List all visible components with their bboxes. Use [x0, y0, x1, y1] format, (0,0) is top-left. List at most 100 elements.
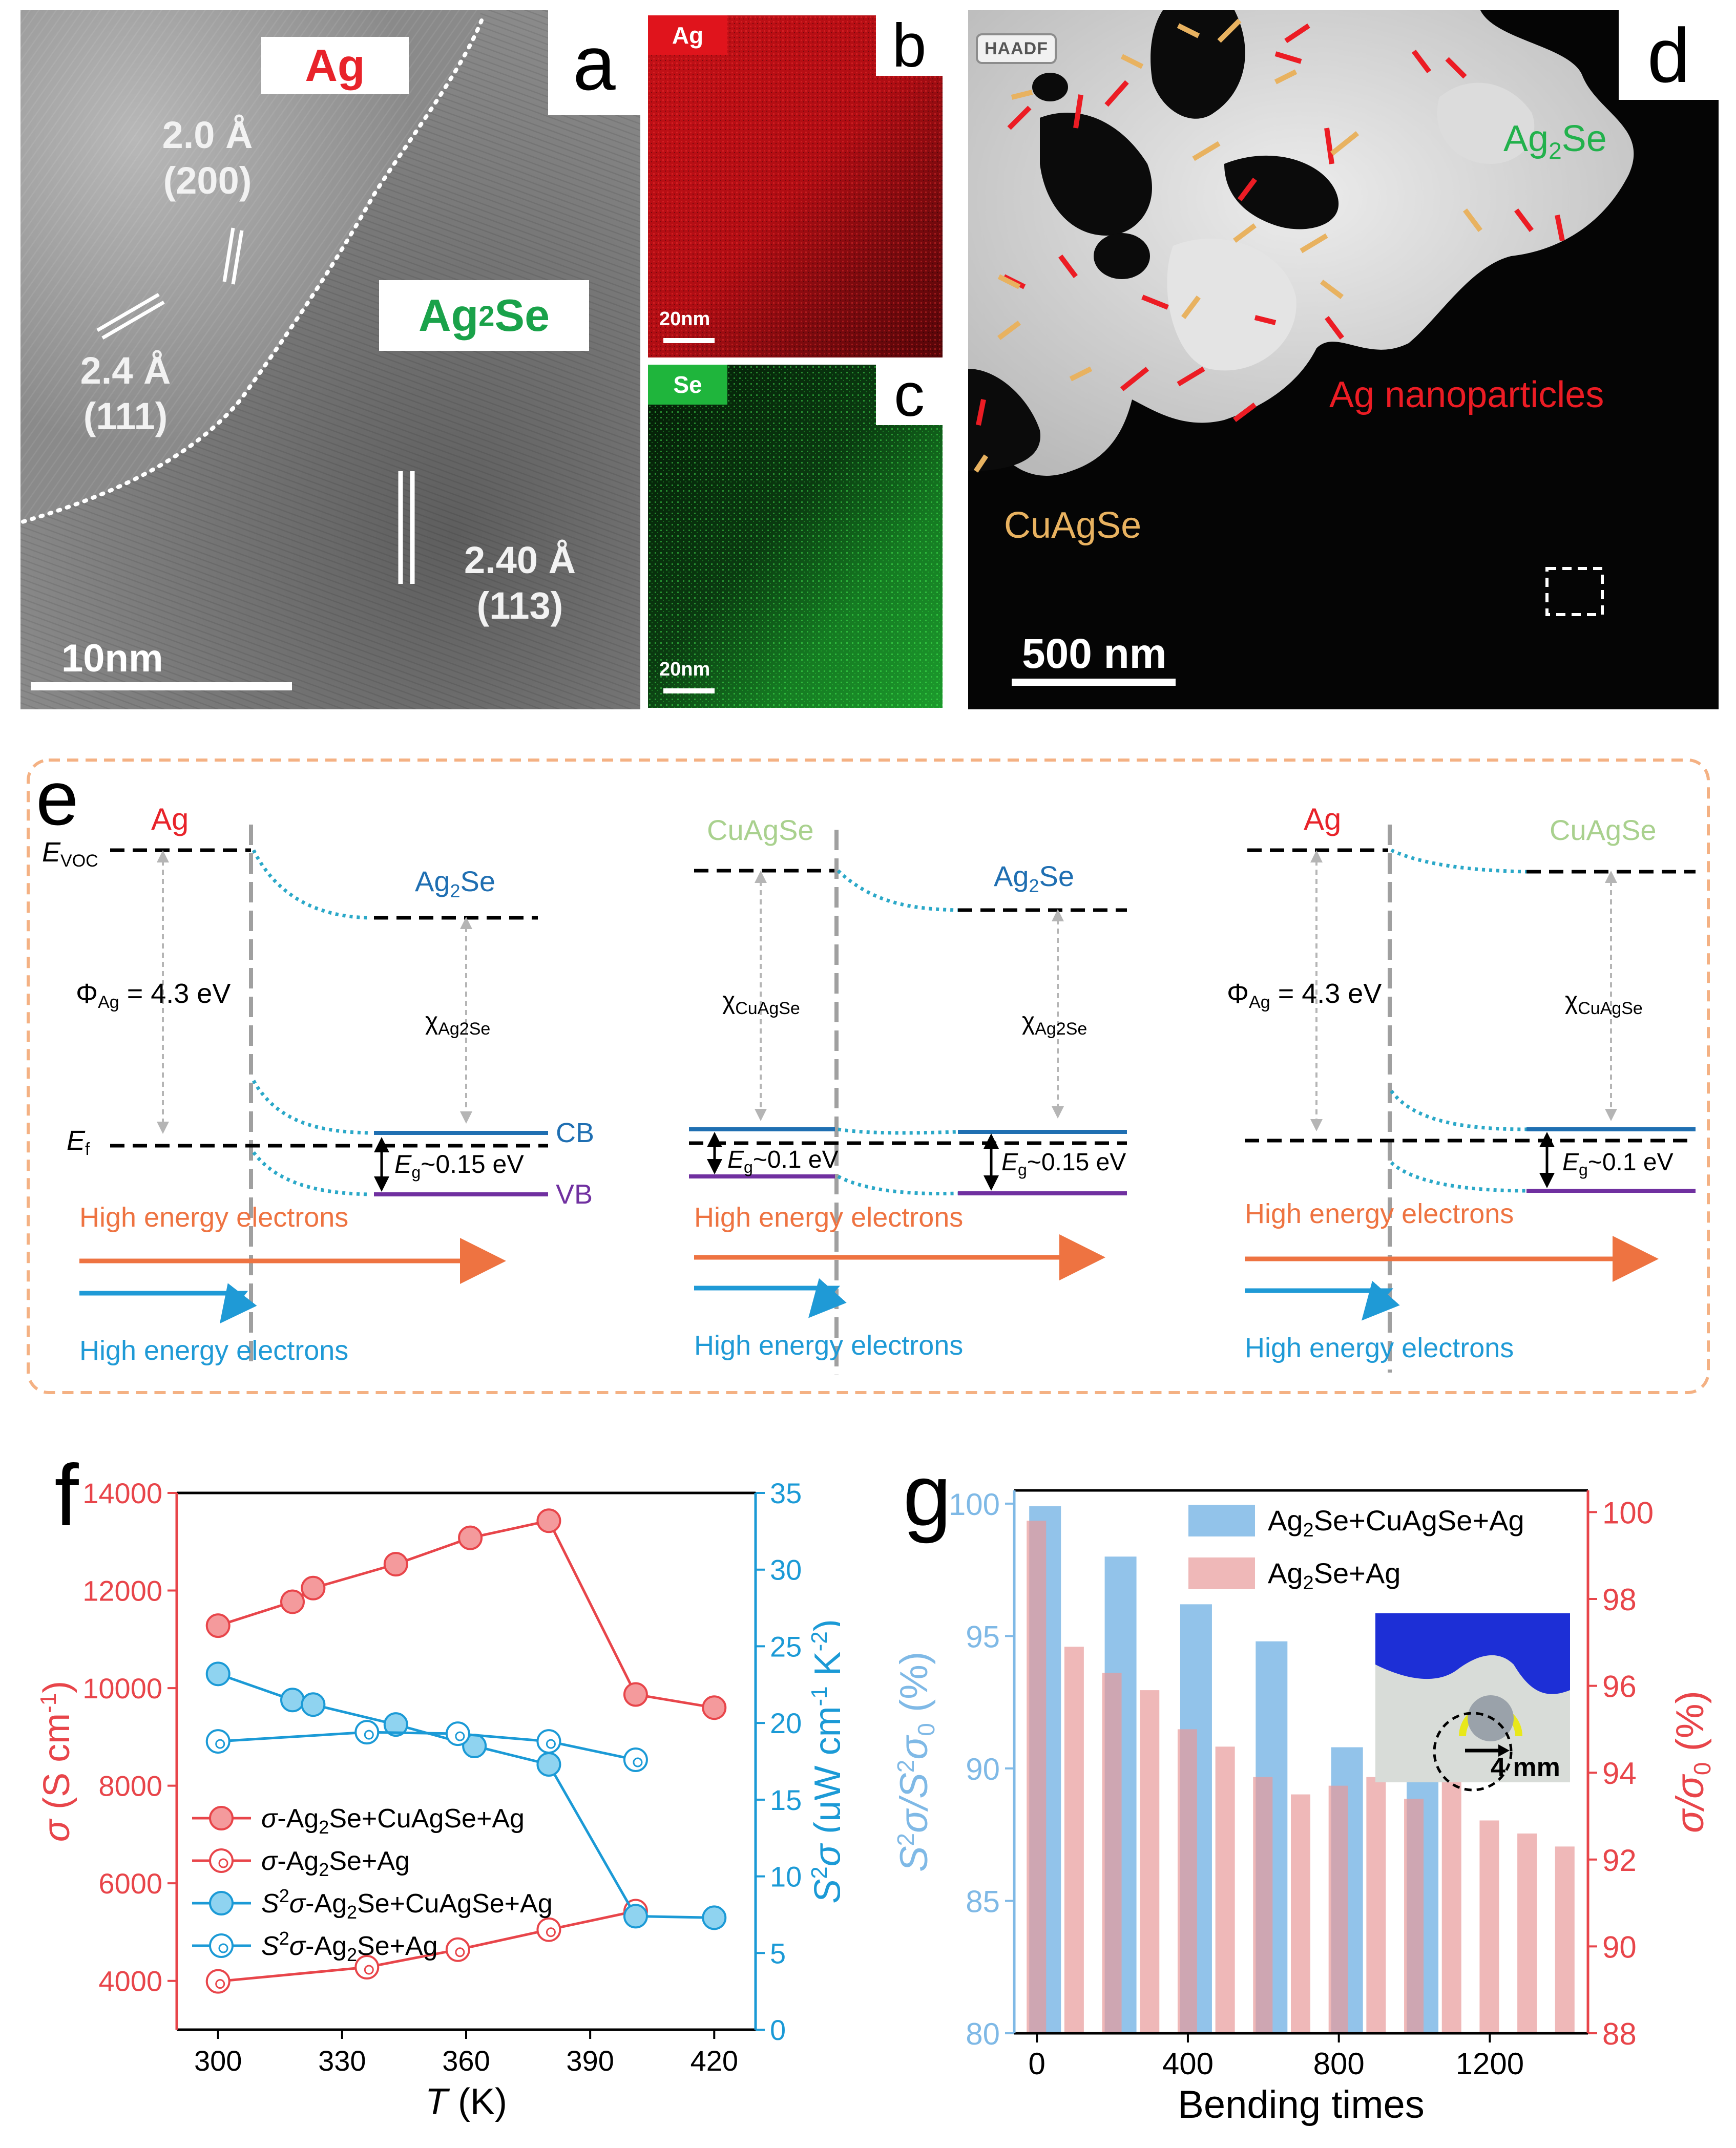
f-point-inner-3-1 — [364, 1730, 374, 1740]
panel-label-g: g — [903, 1447, 952, 1544]
g-x-axis-title: Bending times — [1178, 2083, 1425, 2126]
left-chi-label: χAg2Se — [425, 1008, 490, 1039]
g-yl-axis-title-part-3: 2 — [892, 1760, 919, 1773]
middle-chi1-main: χ — [722, 987, 735, 1015]
ag-region-tag: Ag — [261, 37, 409, 94]
g-bar-red-10 — [1404, 1799, 1424, 2033]
ag-tag-text: Ag — [305, 40, 365, 91]
f-yl-axis-title-part-1: (S cm — [36, 1713, 77, 1820]
f-point-0-2 — [301, 1575, 326, 1601]
right-eg-value: ~0.1 eV — [1588, 1149, 1674, 1176]
g-legend-label-1: Ag2Se+Ag — [1268, 1557, 1400, 1594]
f-point-2-5 — [536, 1752, 561, 1777]
chart-f-axes: 300 330 360 390 4204000600080001000012000140… — [36, 1477, 840, 2122]
left-ef-sub: f — [85, 1140, 90, 1159]
g-yr-axis-title-part-1: 0 — [1689, 1762, 1716, 1775]
conductivity-chart: 300 330 360 390 4204000600080001000012000140… — [36, 1477, 840, 2122]
f-point-inner-1-0 — [215, 1979, 225, 1989]
g-legend-swatch-0 — [1188, 1505, 1255, 1536]
f-legend-label-2-part-5: Se+CuAgSe+Ag — [357, 1889, 553, 1919]
ag-nanoparticles-label: Ag nanoparticles — [1329, 374, 1604, 415]
f-yr-axis-title-part-0: S — [807, 1879, 840, 1904]
f-legend-label-2-part-0: S — [261, 1889, 279, 1919]
middle-eg1-label: Eg~0.1 eV — [727, 1146, 839, 1176]
f-point-inner-1-2 — [455, 1947, 465, 1957]
left-semi-end: Se — [461, 865, 496, 897]
f-point-inner-3-3 — [546, 1739, 556, 1749]
se-map-tag: Se — [648, 365, 727, 405]
left-chi-main: χ — [425, 1008, 438, 1035]
right-hee-top: High energy electrons — [1245, 1198, 1514, 1229]
f-legend-marker-0 — [209, 1806, 234, 1830]
inset-radius-label: 4 mm — [1491, 1753, 1560, 1782]
f-x-tick-label: 360 — [442, 2045, 490, 2077]
scale-bar-label-a: 10nm — [61, 637, 163, 680]
f-series-line-3 — [218, 1731, 636, 1761]
g-bar-red-12 — [1479, 1820, 1499, 2033]
left-ef-label: Ef — [67, 1125, 90, 1159]
middle-hee-top: High energy electrons — [694, 1202, 963, 1233]
f-legend-label-3: S2σ-Ag2Se+Ag — [261, 1928, 438, 1965]
ag2se-tag-main: Ag — [418, 290, 479, 341]
f-yr-axis-title-part-2: σ — [807, 1843, 840, 1866]
ag2se-tag-sub: 2 — [478, 299, 495, 332]
f-yr-axis-title-part-3: (μW cm — [807, 1706, 840, 1844]
g-bar-red-4 — [1177, 1729, 1197, 2033]
f-x-axis-title-part-0: T — [425, 2081, 450, 2122]
g-yl-tick-label: 85 — [966, 1884, 1000, 1919]
f-point-1-0 — [205, 1969, 231, 1994]
ag2se-label-main: Ag — [1503, 118, 1549, 159]
f-legend-label-3-part-1: 2 — [279, 1928, 289, 1949]
right-phi-value: = 4.3 eV — [1270, 978, 1382, 1009]
f-legend-label-2-part-4: 2 — [347, 1902, 357, 1923]
g-yl-axis-title-part-0: S — [892, 1846, 936, 1872]
panel-label-c: c — [876, 365, 943, 426]
left-hee-top: High energy electrons — [79, 1202, 348, 1233]
middle-eg2-label: Eg~0.15 eV — [1001, 1149, 1126, 1179]
right-eg-sub: g — [1579, 1161, 1588, 1179]
f-yr-tick-label: 30 — [770, 1554, 802, 1586]
left-phi-label: ΦAg = 4.3 eV — [76, 978, 231, 1012]
left-eg-sub: g — [411, 1163, 421, 1182]
middle-eg2-main: E — [1001, 1149, 1018, 1176]
f-legend-label-3-part-2: σ — [289, 1931, 306, 1961]
left-phi-sub: Ag — [98, 993, 119, 1012]
f-legend-label-0-part-3: Se+CuAgSe+Ag — [329, 1804, 525, 1834]
g-yl-axis-title: S2σ/S2σ0 (%) — [892, 1652, 939, 1872]
f-point-2-6 — [623, 1904, 648, 1929]
haadf-image — [968, 10, 1634, 686]
f-legend-marker-2 — [209, 1891, 234, 1915]
f-legend-marker-1 — [209, 1848, 234, 1873]
g-bar-red-0 — [1027, 1521, 1047, 2033]
panel-label-b: b — [876, 15, 943, 76]
f-legend-label-0-part-2: 2 — [319, 1817, 329, 1838]
left-eg-main: E — [394, 1150, 412, 1178]
f-legend-label-3-part-4: 2 — [347, 1944, 357, 1965]
right-eg-main: E — [1562, 1149, 1579, 1176]
f-legend-label-2: S2σ-Ag2Se+CuAgSe+Ag — [261, 1885, 553, 1923]
chart-f-series — [205, 1508, 727, 1994]
right-eg-label: Eg~0.1 eV — [1562, 1149, 1674, 1179]
g-legend-label-0-part-2: Se+CuAgSe+Ag — [1314, 1504, 1524, 1536]
f-point-0-5 — [536, 1508, 561, 1533]
lattice-label-200: 2.0 Å (200) — [133, 113, 282, 204]
f-legend-marker-inner-3 — [218, 1943, 228, 1953]
g-yr-tick-label: 100 — [1602, 1496, 1654, 1530]
g-yl-axis-title-part-6: (%) — [892, 1652, 936, 1723]
ag2se-region-tag: Ag 2 Se — [379, 280, 589, 351]
f-point-0-7 — [702, 1695, 727, 1720]
f-point-1-3 — [536, 1917, 561, 1942]
bending-chart: 0 400 800 1200 80 85 90 95 100 88 90 92 94 96 98 100 Ben… — [892, 1487, 1716, 2126]
ag2se-label-sub: 2 — [1549, 137, 1562, 164]
f-x-tick-label: 330 — [318, 2045, 366, 2077]
g-legend-label-0-part-0: Ag — [1268, 1504, 1303, 1536]
lattice-200-plane: (200) — [163, 159, 252, 202]
g-bar-red-7 — [1291, 1794, 1310, 2033]
right-chi-label: χCuAgSe — [1565, 987, 1643, 1018]
panel-e-band-diagram: e Ag EVOC Ag2Se ΦAg = 4.3 eV χAg2Se CB E… — [27, 755, 1710, 1394]
f-x-tick-label: 300 — [194, 2045, 242, 2077]
left-vb-label: VB — [556, 1179, 593, 1210]
f-x-tick-label: 420 — [691, 2045, 738, 2077]
f-x-axis-title-part-1: (K) — [448, 2081, 507, 2122]
bending-inset-photo: 4 mm — [1375, 1613, 1570, 1792]
